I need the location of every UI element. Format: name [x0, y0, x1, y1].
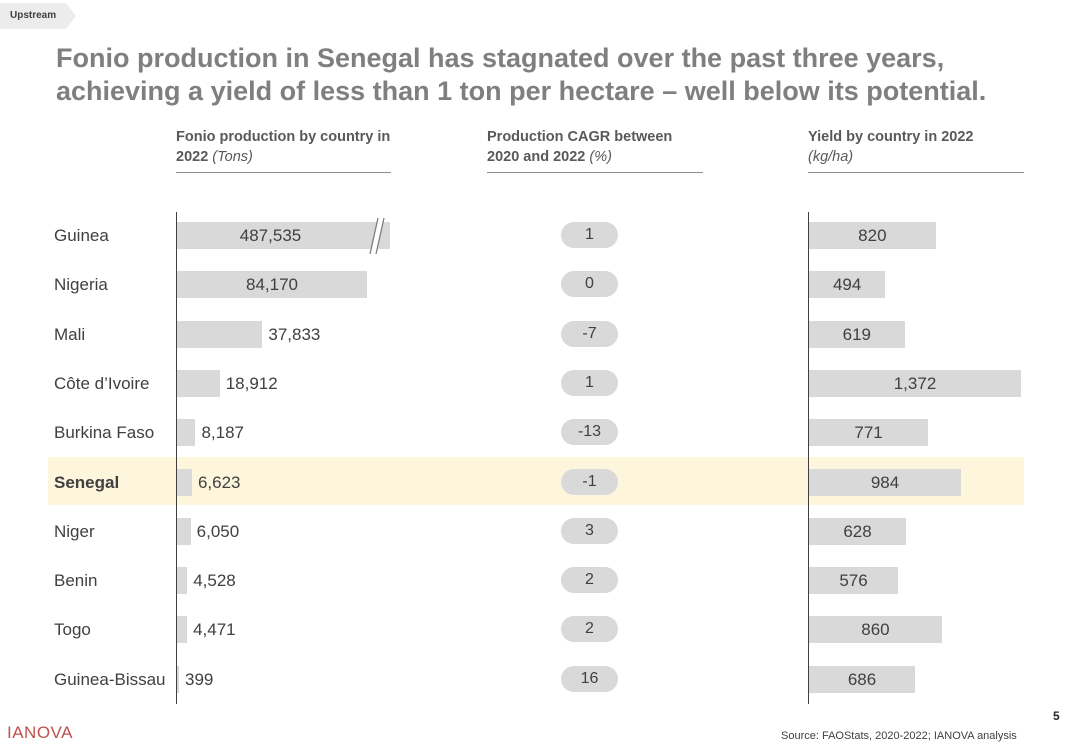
yield-value-label: 984 [870, 472, 900, 492]
production-bar [177, 616, 188, 644]
production-value-label: 4,471 [193, 620, 236, 640]
page-title: Fonio production in Senegal has stagnate… [56, 42, 1056, 108]
title-line-2: achieving a yield of less than 1 ton per… [56, 76, 987, 106]
yield-value-label: 820 [858, 226, 887, 245]
yield-bar [809, 665, 915, 693]
production-column-header: Fonio production by country in 2022 (Ton… [176, 127, 391, 173]
cagr-value-pill: 16 [561, 665, 618, 692]
yield-value-label: 576 [839, 571, 868, 591]
page-number: 5 [1053, 709, 1060, 723]
yield-value-label: 628 [843, 521, 872, 541]
production-value-label: 37,833 [268, 324, 321, 344]
cagr-value-pill: 1 [561, 369, 618, 396]
yield-value-label: 494 [832, 275, 862, 295]
country-label: Nigeria [54, 275, 108, 295]
yield-value-label: 686 [847, 669, 877, 689]
country-label: Senegal [54, 472, 120, 492]
yield-value-label: 619 [842, 324, 871, 344]
country-label: Guinea-Bissau [54, 669, 166, 689]
production-bar [177, 320, 263, 348]
country-label: Guinea [54, 226, 109, 245]
section-tag: Upstream [0, 3, 76, 29]
chart-row-niger: Niger 6,050 3 628 [0, 508, 1080, 557]
production-bar [177, 468, 192, 496]
yield-bar [809, 468, 962, 496]
yield-bar [809, 616, 942, 644]
cagr-value-pill: 2 [561, 616, 618, 643]
cagr-value-pill: 3 [561, 517, 618, 544]
yield-header-label: Yield by country in 2022 [808, 129, 974, 145]
yield-bar [809, 419, 929, 447]
chart-row-togo: Togo 4,471 2 860 [0, 606, 1080, 655]
country-label: Burkina Faso [54, 423, 155, 443]
yield-bar [809, 320, 905, 348]
production-value-label: 6,050 [196, 521, 240, 541]
chart-row-benin: Benin 4,528 2 576 [0, 557, 1080, 606]
yield-axis [808, 212, 809, 704]
axis-break-icon [369, 218, 385, 254]
yield-value-label: 860 [861, 620, 890, 640]
cagr-value-pill: -1 [561, 468, 618, 495]
production-value-label: 84,170 [246, 275, 298, 295]
cagr-value-pill: 1 [561, 222, 618, 248]
chart-row-senegal: Senegal 6,623 -1 984 [0, 459, 1080, 508]
cagr-value-pill: -13 [561, 419, 618, 446]
production-bar [177, 665, 179, 693]
chart-row-guinea-bissau: Guinea-Bissau 399 16 686 [0, 656, 1080, 705]
yield-header-unit: (kg/ha) [808, 149, 854, 165]
production-value-label: 4,528 [193, 571, 236, 591]
production-header-label: Fonio production by country in 2022 [176, 129, 391, 165]
production-bar [177, 222, 390, 249]
yield-bar [809, 369, 1021, 397]
production-bar [177, 369, 220, 397]
production-bar [177, 271, 367, 299]
cagr-column-header: Production CAGR between 2020 and 2022 (%… [487, 127, 703, 173]
title-line-1: Fonio production in Senegal has stagnate… [56, 43, 945, 73]
yield-value-label: 771 [854, 423, 883, 443]
production-bar [177, 517, 191, 545]
cagr-value-pill: 0 [561, 271, 618, 298]
ianova-logo: IANOVA [7, 723, 73, 742]
production-value-label: 487,535 [239, 226, 302, 245]
production-bar [177, 419, 196, 447]
production-axis [176, 212, 177, 704]
country-label: Benin [54, 571, 98, 591]
chart-row-guinea: Guinea 487,535 1 820 [0, 212, 1080, 261]
chart-row-burkina-faso: Burkina Faso 8,187 -13 771 [0, 409, 1080, 458]
country-label: Côte d’Ivoire [54, 373, 150, 393]
source-note: Source: FAOStats, 2020-2022; IANOVA anal… [781, 730, 1017, 742]
chart-row-mali: Mali 37,833 -7 619 [0, 311, 1080, 360]
production-value-label: 399 [185, 669, 214, 689]
production-header-unit: (Tons) [212, 149, 253, 165]
yield-value-label: 1,372 [893, 373, 937, 393]
yield-bar [809, 222, 936, 249]
production-bar [177, 567, 188, 595]
chart-row-co-te-d-ivoire: Côte d’Ivoire 18,912 1 1,372 [0, 360, 1080, 409]
cagr-value-pill: -7 [561, 320, 618, 347]
country-label: Togo [54, 620, 91, 640]
yield-column-header: Yield by country in 2022 (kg/ha) [808, 127, 1024, 173]
yield-bar [809, 517, 907, 545]
chart-row-nigeria: Nigeria 84,170 0 494 [0, 261, 1080, 310]
production-value-label: 6,623 [197, 472, 241, 492]
production-value-label: 18,912 [225, 373, 278, 393]
production-value-label: 8,187 [201, 423, 245, 443]
country-label: Mali [54, 324, 86, 344]
yield-bar [809, 567, 898, 595]
cagr-value-pill: 2 [561, 567, 618, 594]
country-label: Niger [54, 521, 95, 541]
cagr-header-unit: (%) [589, 149, 612, 165]
cagr-header-label: Production CAGR between 2020 and 2022 [487, 129, 673, 165]
yield-bar [809, 271, 886, 299]
